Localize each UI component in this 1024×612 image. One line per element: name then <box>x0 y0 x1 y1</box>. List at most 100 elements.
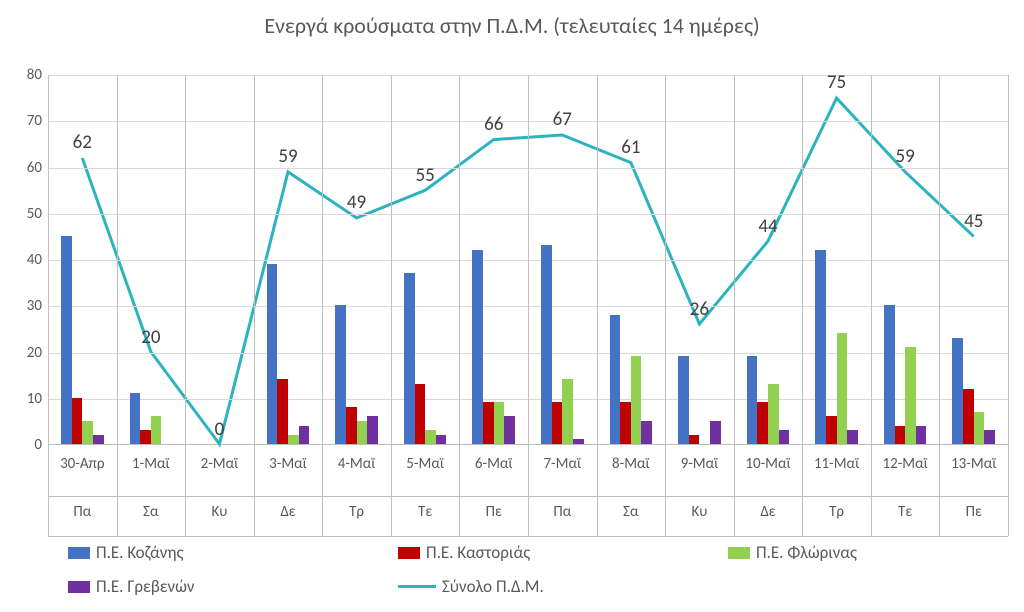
x-tick-day: Πε <box>459 503 528 521</box>
line-data-label: 44 <box>758 215 777 238</box>
bar <box>916 426 927 445</box>
chart-title: Ενεργά κρούσματα στην Π.Δ.Μ. (τελευταίες… <box>0 12 1024 39</box>
line-data-label: 61 <box>621 136 640 159</box>
legend-line-swatch <box>398 585 436 588</box>
x-tick-date: 12-Μαϊ <box>871 455 940 473</box>
x-tick-date: 13-Μαϊ <box>939 455 1008 473</box>
bar <box>140 430 151 444</box>
x-axis-divider <box>48 496 1008 497</box>
bar <box>61 236 72 444</box>
x-tick-date: 30-Απρ <box>48 455 117 473</box>
y-tick-label: 60 <box>10 159 42 177</box>
legend-label: Π.Ε. Κοζάνης <box>96 542 183 563</box>
bar <box>610 315 621 445</box>
legend-item: Π.Ε. Καστοριάς <box>398 542 530 563</box>
x-tick-day: Σα <box>597 503 666 521</box>
x-tick-day: Τρ <box>322 503 391 521</box>
bar <box>573 439 584 444</box>
bar <box>335 305 346 444</box>
line-data-label: 59 <box>278 145 297 168</box>
x-tick-date: 4-Μαϊ <box>322 455 391 473</box>
x-tick-day: Πα <box>48 503 117 521</box>
bar <box>678 356 689 444</box>
bar <box>494 402 505 444</box>
bar <box>346 407 357 444</box>
x-tick-date: 5-Μαϊ <box>391 455 460 473</box>
legend-item: Π.Ε. Κοζάνης <box>68 542 183 563</box>
bar <box>277 379 288 444</box>
x-tick-date: 8-Μαϊ <box>597 455 666 473</box>
bar <box>641 421 652 444</box>
y-tick-label: 40 <box>10 251 42 269</box>
line-data-label: 26 <box>690 298 709 321</box>
bar <box>710 421 721 444</box>
x-tick-date: 2-Μαϊ <box>185 455 254 473</box>
bar <box>415 384 426 444</box>
legend-bar-swatch <box>728 547 750 559</box>
legend-bar-swatch <box>68 581 90 593</box>
y-tick-label: 80 <box>10 66 42 84</box>
bar <box>884 305 895 444</box>
x-tick-day: Πα <box>528 503 597 521</box>
bar <box>93 435 104 444</box>
y-tick-label: 10 <box>10 390 42 408</box>
category-separator <box>1008 75 1009 536</box>
x-axis: 30-Απρ Πα 1-Μαϊ Σα 2-Μαϊ Κυ 3-Μαϊ Δε 4-Μαϊ Τρ 5-Μα… <box>48 445 1008 537</box>
bar <box>562 379 573 444</box>
x-tick-day: Πε <box>939 503 1008 521</box>
bar <box>837 333 848 444</box>
chart-container: Ενεργά κρούσματα στην Π.Δ.Μ. (τελευταίες… <box>0 0 1024 612</box>
line-data-label: 62 <box>73 131 92 154</box>
line-data-label: 0 <box>215 418 225 441</box>
line-data-label: 55 <box>416 164 435 187</box>
x-tick-date: 9-Μαϊ <box>665 455 734 473</box>
legend-bar-swatch <box>68 547 90 559</box>
bar <box>826 416 837 444</box>
bar <box>151 416 162 444</box>
bar <box>541 245 552 444</box>
line-data-label: 75 <box>827 71 846 94</box>
x-tick-day: Κυ <box>665 503 734 521</box>
x-tick-date: 11-Μαϊ <box>802 455 871 473</box>
bar <box>425 430 436 444</box>
legend-label: Π.Ε. Καστοριάς <box>426 542 530 563</box>
bar <box>267 264 278 444</box>
legend-item: Σύνολο Π.Δ.Μ. <box>398 576 544 597</box>
line-data-label: 67 <box>553 108 572 131</box>
bar <box>779 430 790 444</box>
line-data-label: 45 <box>964 210 983 233</box>
bar <box>952 338 963 444</box>
line-data-label: 66 <box>484 113 503 136</box>
x-tick-date: 1-Μαϊ <box>117 455 186 473</box>
line-data-label: 59 <box>896 145 915 168</box>
bar <box>905 347 916 444</box>
bar <box>483 402 494 444</box>
x-tick-day: Κυ <box>185 503 254 521</box>
x-tick-day: Τε <box>391 503 460 521</box>
legend-label: Π.Ε. Φλώρινας <box>756 542 857 563</box>
y-tick-label: 30 <box>10 297 42 315</box>
legend-item: Π.Ε. Φλώρινας <box>728 542 857 563</box>
bar <box>757 402 768 444</box>
bar <box>130 393 141 444</box>
bar <box>747 356 758 444</box>
x-tick-day: Σα <box>117 503 186 521</box>
bar <box>620 402 631 444</box>
x-tick-day: Δε <box>254 503 323 521</box>
bar <box>299 426 310 445</box>
bar <box>984 430 995 444</box>
bar <box>72 398 83 444</box>
y-tick-label: 50 <box>10 205 42 223</box>
x-tick-date: 10-Μαϊ <box>734 455 803 473</box>
bar <box>974 412 985 444</box>
y-tick-label: 70 <box>10 112 42 130</box>
bar <box>504 416 515 444</box>
x-tick-date: 3-Μαϊ <box>254 455 323 473</box>
y-tick-label: 0 <box>10 436 42 454</box>
bar <box>357 421 368 444</box>
x-tick-day: Τρ <box>802 503 871 521</box>
line-data-label: 49 <box>347 191 366 214</box>
y-tick-label: 20 <box>10 344 42 362</box>
bar <box>472 250 483 444</box>
bar <box>552 402 563 444</box>
